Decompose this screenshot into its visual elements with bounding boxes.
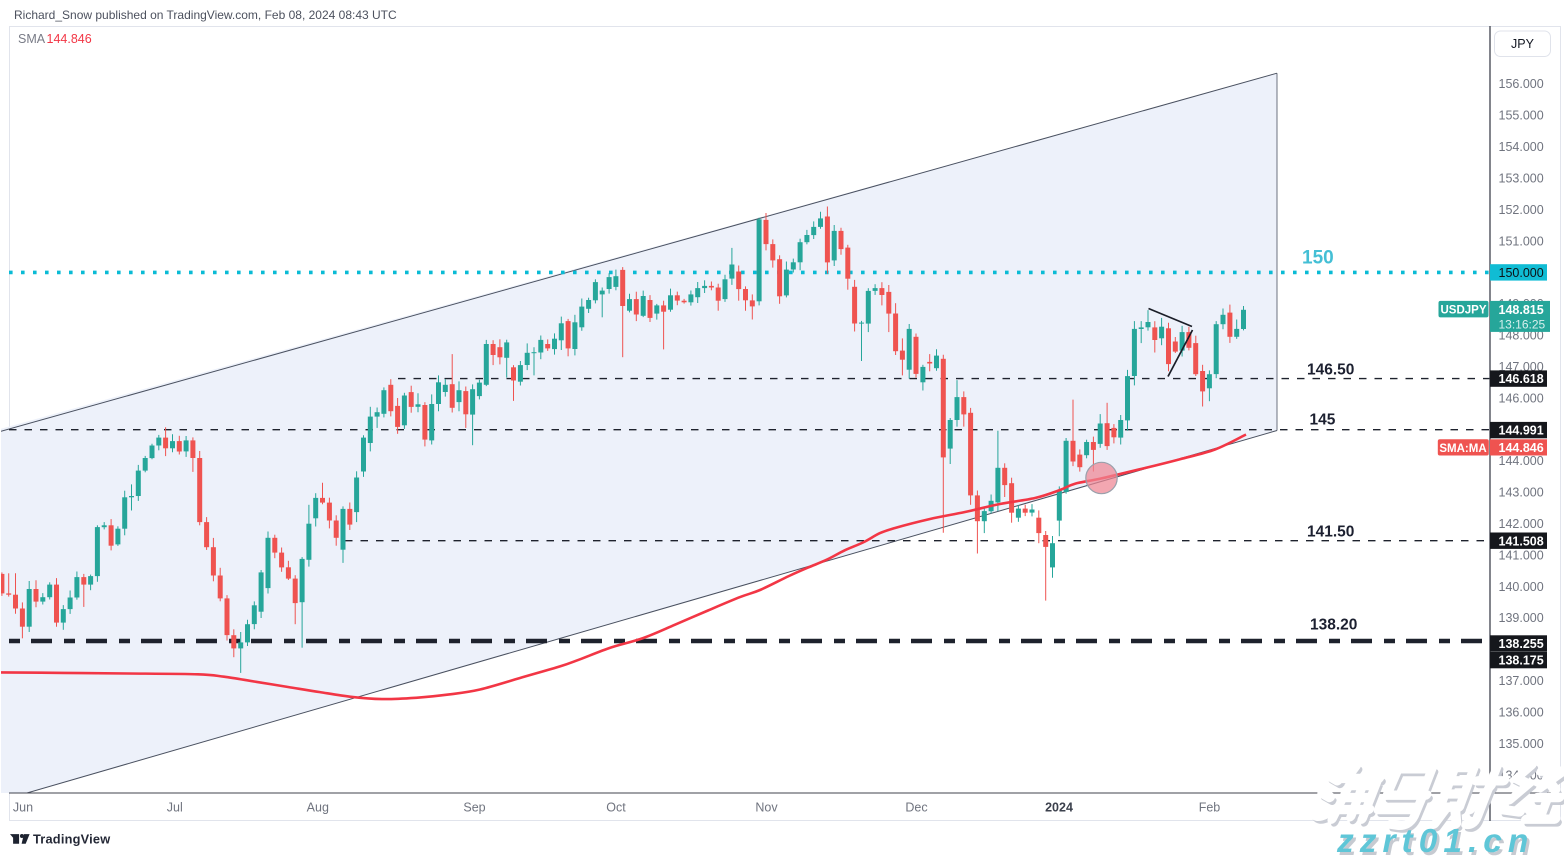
svg-text:139.000: 139.000: [1499, 611, 1544, 625]
svg-text:146.50: 146.50: [1307, 362, 1354, 379]
svg-text:Oct: Oct: [606, 801, 626, 815]
svg-text:144.991: 144.991: [1499, 424, 1544, 438]
svg-text:Dec: Dec: [905, 801, 927, 815]
svg-text:150.000: 150.000: [1499, 266, 1544, 280]
svg-text:2024: 2024: [1045, 801, 1073, 815]
svg-text:152.000: 152.000: [1499, 203, 1544, 217]
svg-text:138.20: 138.20: [1310, 617, 1357, 634]
svg-text:Aug: Aug: [307, 801, 329, 815]
svg-text:zzrt01.cn: zzrt01.cn: [1336, 823, 1534, 857]
svg-text:Nov: Nov: [755, 801, 778, 815]
svg-text:SMA:MA: SMA:MA: [1439, 443, 1486, 455]
svg-text:146.000: 146.000: [1499, 391, 1544, 405]
svg-text:148.815: 148.815: [1499, 303, 1544, 317]
svg-text:Jun: Jun: [13, 801, 33, 815]
svg-text:141.50: 141.50: [1307, 524, 1354, 541]
svg-text:138.255: 138.255: [1499, 637, 1544, 651]
svg-text:TradingView: TradingView: [33, 832, 110, 847]
svg-text:zzrt01.cn: zzrt01.cn: [1339, 826, 1537, 857]
svg-text:135.000: 135.000: [1499, 737, 1544, 751]
svg-text:148.000: 148.000: [1499, 329, 1544, 343]
svg-text:146.618: 146.618: [1499, 372, 1544, 386]
svg-text:153.000: 153.000: [1499, 172, 1544, 186]
svg-text:144.000: 144.000: [1499, 454, 1544, 468]
svg-text:151.000: 151.000: [1499, 234, 1544, 248]
svg-text:13:16:25: 13:16:25: [1499, 318, 1546, 332]
svg-text:Feb: Feb: [1199, 801, 1221, 815]
svg-text:150: 150: [1302, 248, 1334, 269]
svg-text:145: 145: [1310, 412, 1336, 429]
svg-text:Sep: Sep: [463, 801, 485, 815]
svg-text:144.846: 144.846: [1499, 441, 1544, 455]
svg-text:JPY: JPY: [1511, 37, 1535, 51]
svg-text:155.000: 155.000: [1499, 109, 1544, 123]
svg-text:USDJPY: USDJPY: [1440, 305, 1486, 317]
svg-text:140.000: 140.000: [1499, 580, 1544, 594]
svg-text:136.000: 136.000: [1499, 705, 1544, 719]
svg-text:142.000: 142.000: [1499, 517, 1544, 531]
svg-text:156.000: 156.000: [1499, 77, 1544, 91]
svg-text:138.175: 138.175: [1499, 654, 1544, 668]
svg-text:Richard_Snow published on Trad: Richard_Snow published on TradingView.co…: [14, 8, 397, 22]
svg-text:141.000: 141.000: [1499, 548, 1544, 562]
svg-text:SMA: SMA: [18, 32, 46, 46]
svg-text:141.508: 141.508: [1499, 534, 1544, 548]
svg-text:154.000: 154.000: [1499, 140, 1544, 154]
svg-text:143.000: 143.000: [1499, 486, 1544, 500]
svg-text:137.000: 137.000: [1499, 674, 1544, 688]
svg-text:Jul: Jul: [167, 801, 183, 815]
svg-text:144.846: 144.846: [47, 32, 92, 46]
